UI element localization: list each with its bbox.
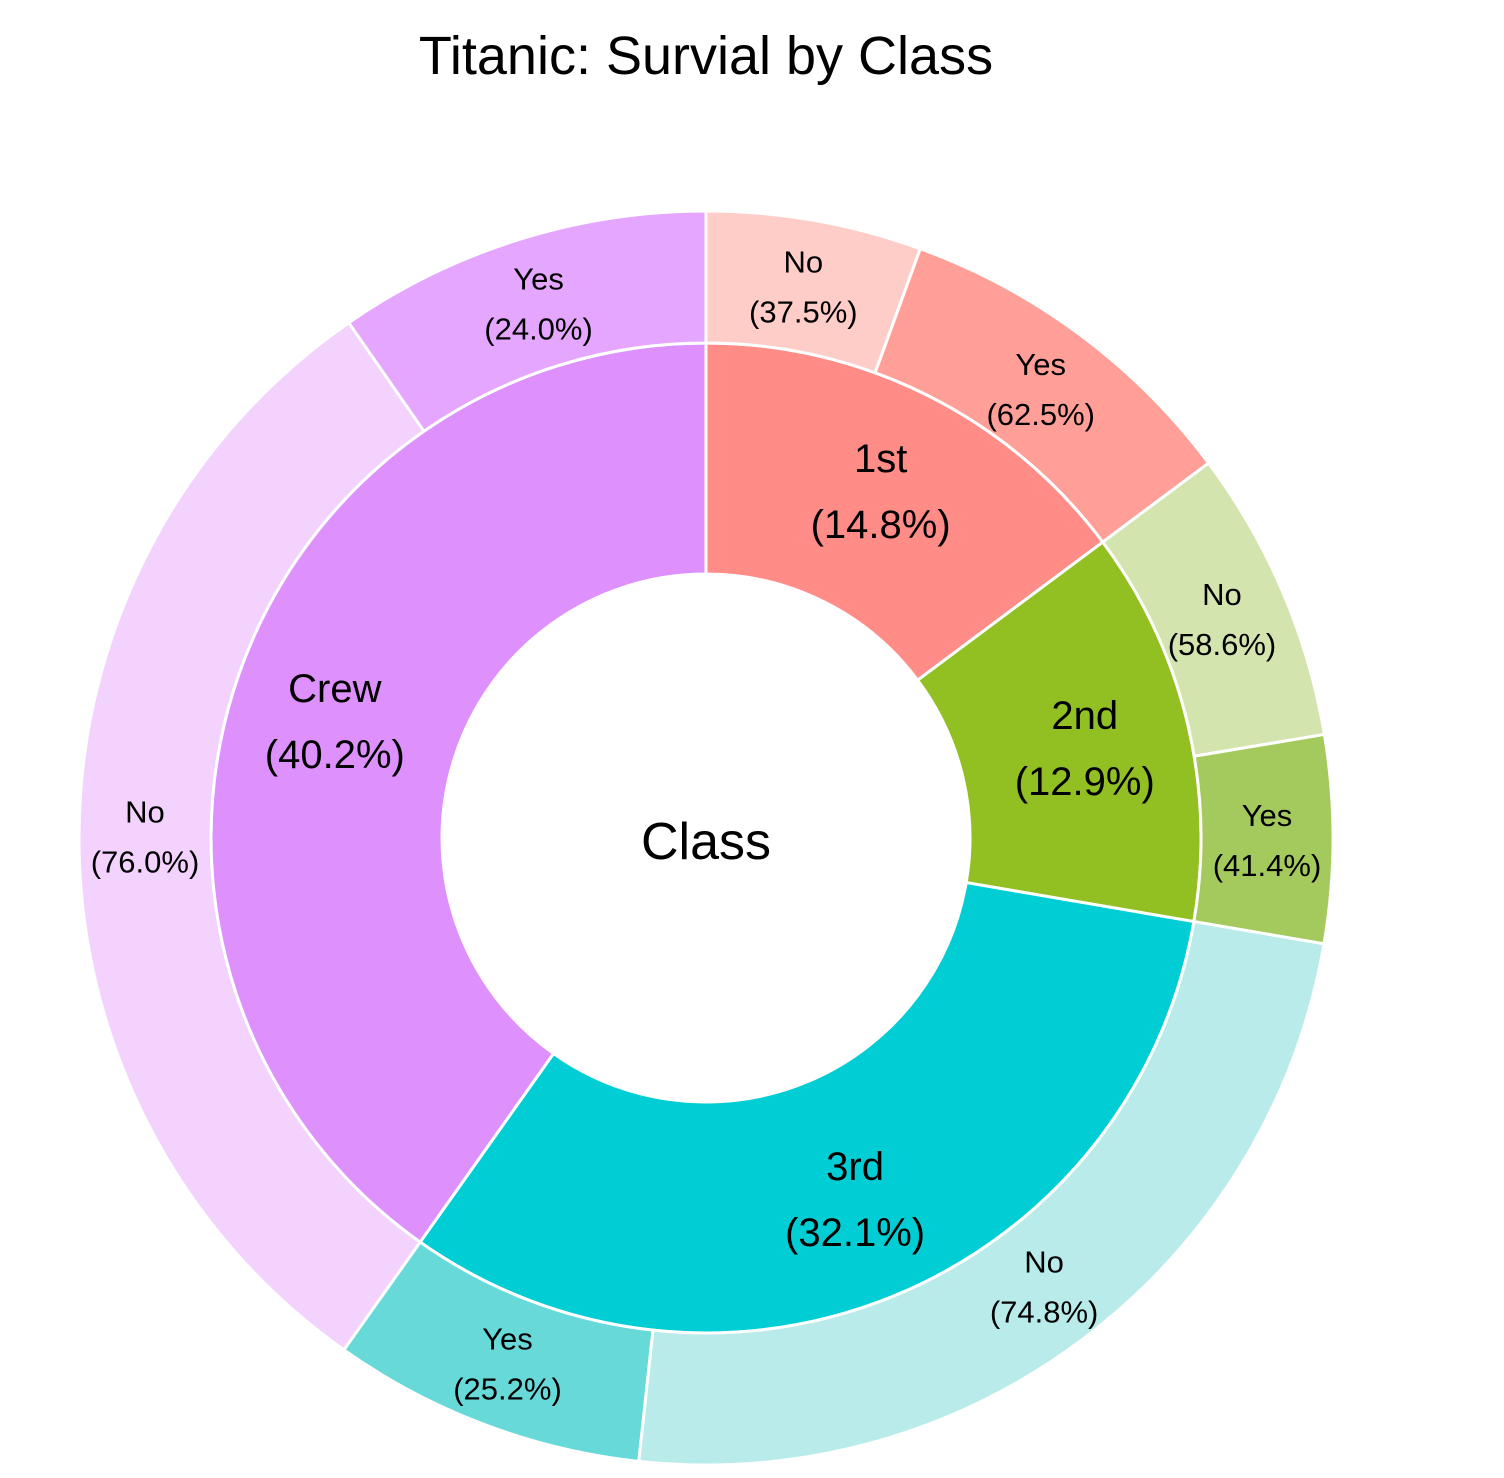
outer-wedge-crew-no [77,320,427,1352]
outer-percent-3rd-no: (74.8%) [990,1295,1099,1330]
outer-wedge-crew-yes [346,209,708,434]
chart-title: Titanic: Survial by Class [419,26,993,86]
inner-label-3rd: 3rd [826,1145,884,1189]
outer-label-1st-no: No [783,245,823,280]
outer-label-3rd-yes: Yes [482,1322,533,1357]
outer-label-3rd-no: No [1024,1245,1064,1280]
inner-percent-3rd: (32.1%) [785,1211,925,1255]
outer-label-2nd-no: No [1202,577,1242,612]
outer-percent-crew-yes: (24.0%) [484,312,593,347]
outer-percent-3rd-yes: (25.2%) [453,1372,562,1407]
outer-ring [77,209,1335,1467]
inner-percent-crew: (40.2%) [265,733,405,777]
outer-ring-labels: No (37.5%) Yes (62.5%) No (58.6%) Yes (41.4%) No… [91,245,1322,1407]
outer-label-crew-no: No [125,794,165,829]
inner-percent-1st: (14.8%) [811,503,951,547]
inner-label-2nd: 2nd [1051,694,1118,738]
outer-label-2nd-yes: Yes [1242,798,1293,833]
outer-wedge-2nd-yes [1192,732,1335,946]
outer-label-1st-yes: Yes [1015,347,1066,382]
inner-label-crew: Crew [288,667,381,711]
outer-percent-2nd-no: (58.6%) [1168,627,1277,662]
outer-percent-2nd-yes: (41.4%) [1213,848,1322,883]
inner-label-1st: 1st [854,437,907,481]
outer-wedge-3rd-no [637,919,1326,1467]
center-label: Class [641,813,771,871]
inner-percent-2nd: (12.9%) [1015,760,1155,804]
outer-percent-1st-yes: (62.5%) [986,397,1095,432]
outer-percent-crew-no: (76.0%) [91,844,200,879]
inner-ring-labels: 1st (14.8%) 2nd (12.9%) 3rd (32.1%) Crew (40.2%… [265,437,1155,1255]
outer-percent-1st-no: (37.5%) [749,295,858,330]
inner-ring [209,341,1203,1335]
outer-label-crew-yes: Yes [513,262,564,297]
